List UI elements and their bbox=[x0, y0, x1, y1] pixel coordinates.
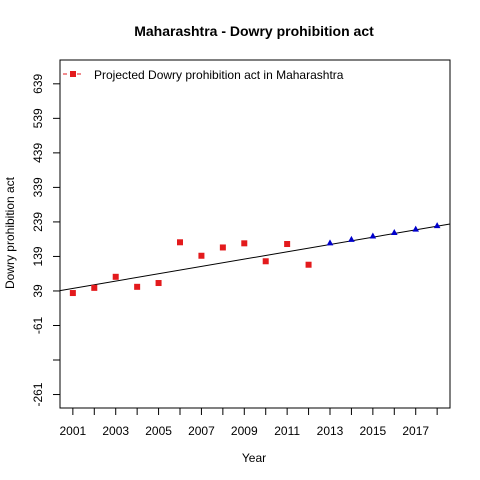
data-points bbox=[69, 222, 441, 297]
data-point-square bbox=[284, 241, 291, 248]
x-tick-label: 2003 bbox=[102, 424, 129, 438]
data-point-square bbox=[219, 244, 226, 251]
x-tick-label: 2013 bbox=[317, 424, 344, 438]
data-point-square bbox=[112, 273, 119, 280]
y-tick-label: 139 bbox=[31, 246, 45, 266]
x-tick-label: 2005 bbox=[145, 424, 172, 438]
x-tick-label: 2017 bbox=[402, 424, 429, 438]
data-point-square bbox=[134, 283, 141, 290]
x-tick-label: 2009 bbox=[231, 424, 258, 438]
y-tick-label: 639 bbox=[31, 73, 45, 93]
data-point-triangle bbox=[412, 225, 420, 232]
data-point-triangle bbox=[369, 232, 377, 239]
y-axis: -261 -61 39 139 239 339 439 539 639 bbox=[31, 73, 60, 407]
data-point-triangle bbox=[390, 229, 398, 236]
x-tick-label: 2015 bbox=[360, 424, 387, 438]
x-tick-label: 2007 bbox=[188, 424, 215, 438]
chart-title: Maharashtra - Dowry prohibition act bbox=[134, 23, 374, 39]
trend-line bbox=[59, 223, 451, 292]
y-tick-label: -261 bbox=[31, 382, 45, 406]
data-point-triangle bbox=[433, 222, 441, 229]
x-axis-label: Year bbox=[242, 451, 266, 465]
data-point-square bbox=[262, 258, 269, 265]
data-point-square bbox=[91, 284, 98, 291]
y-tick-label: 539 bbox=[31, 108, 45, 128]
data-point-square bbox=[177, 239, 183, 246]
legend-label: Projected Dowry prohibition act in Mahar… bbox=[94, 68, 344, 82]
data-point-square bbox=[69, 290, 76, 297]
plot-frame bbox=[59, 59, 451, 409]
data-point-square bbox=[241, 240, 248, 247]
x-tick-label: 2011 bbox=[274, 424, 300, 438]
legend: Projected Dowry prohibition act in Mahar… bbox=[63, 68, 344, 82]
data-point-square bbox=[198, 252, 205, 259]
data-point-triangle bbox=[326, 239, 334, 246]
x-tick-label: 2001 bbox=[60, 424, 87, 438]
y-tick-label: 439 bbox=[31, 143, 45, 163]
data-point-square bbox=[305, 261, 312, 268]
legend-marker bbox=[70, 71, 76, 77]
data-point-square bbox=[155, 280, 162, 287]
y-tick-label: 339 bbox=[31, 177, 45, 197]
trendline-layer bbox=[59, 223, 451, 292]
data-point-triangle bbox=[348, 235, 355, 242]
y-tick-label: 239 bbox=[31, 212, 45, 232]
x-axis: 2001 2003 2005 2007 2009 2011 2013 2015 2017 bbox=[60, 408, 438, 438]
y-axis-label: Dowry prohibition act bbox=[3, 176, 17, 289]
y-tick-label: 39 bbox=[31, 284, 45, 298]
y-tick-label: -61 bbox=[31, 316, 45, 334]
